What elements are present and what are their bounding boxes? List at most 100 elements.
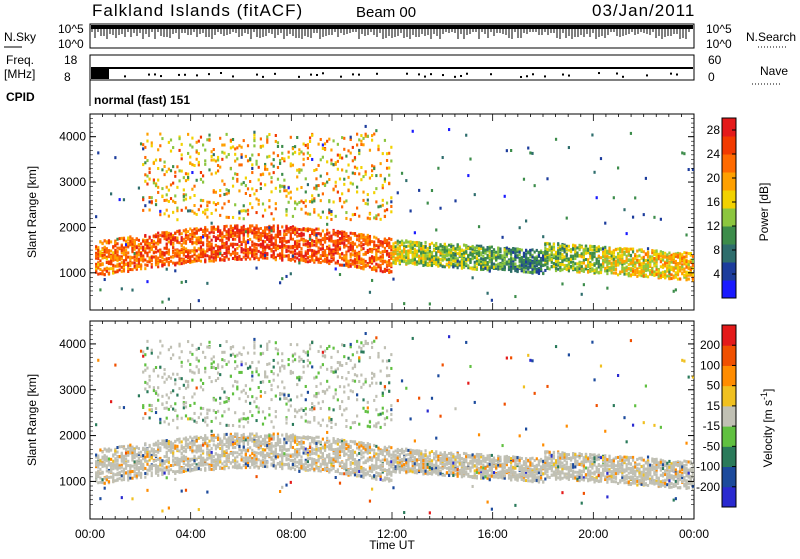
power-cell bbox=[506, 247, 508, 250]
power-cell bbox=[268, 199, 270, 202]
power-cell bbox=[228, 153, 230, 156]
power-cell bbox=[544, 251, 546, 254]
power-cell bbox=[544, 243, 546, 246]
power-cell bbox=[409, 261, 411, 264]
power-cell bbox=[339, 273, 341, 276]
power-cell bbox=[245, 184, 247, 187]
power-cell bbox=[309, 200, 311, 203]
power-cell bbox=[161, 234, 163, 237]
power-cell bbox=[555, 267, 557, 270]
power-cell bbox=[153, 256, 155, 259]
power-cell bbox=[198, 236, 200, 239]
power-cell bbox=[134, 265, 136, 268]
power-cell bbox=[645, 265, 647, 268]
power-cell bbox=[675, 288, 677, 291]
power-cell bbox=[330, 210, 332, 213]
power-cell bbox=[172, 211, 174, 214]
power-cell bbox=[546, 267, 548, 270]
power-cell bbox=[433, 257, 435, 260]
power-cell bbox=[527, 267, 529, 270]
power-cell bbox=[275, 207, 277, 210]
power-cell bbox=[414, 261, 416, 264]
power-cell bbox=[193, 185, 195, 188]
power-cell bbox=[168, 241, 170, 244]
nave-dot bbox=[598, 72, 600, 74]
power-cell bbox=[294, 151, 296, 154]
power-cell bbox=[397, 191, 399, 194]
power-cell bbox=[116, 263, 118, 266]
power-cell bbox=[255, 163, 257, 166]
power-cell bbox=[555, 263, 557, 266]
power-cell bbox=[243, 234, 245, 237]
power-cell bbox=[386, 208, 388, 211]
power-cell bbox=[504, 248, 506, 251]
power-cell bbox=[172, 251, 174, 254]
power-cell bbox=[228, 251, 230, 254]
power-cell bbox=[275, 258, 277, 261]
power-cell bbox=[255, 197, 257, 200]
power-cell bbox=[151, 141, 153, 144]
power-cell bbox=[303, 233, 305, 236]
power-cell bbox=[491, 246, 493, 249]
power-cell bbox=[388, 182, 390, 185]
power-cell bbox=[324, 148, 326, 151]
power-cell bbox=[236, 178, 238, 181]
power-cell bbox=[288, 255, 290, 258]
power-cell bbox=[540, 251, 542, 254]
power-cell bbox=[418, 246, 420, 249]
power-cell bbox=[429, 302, 431, 305]
power-cell bbox=[204, 234, 206, 237]
power-cell bbox=[638, 263, 640, 266]
power-cell bbox=[307, 212, 309, 215]
power-cell bbox=[292, 250, 294, 253]
power-cell bbox=[108, 262, 110, 265]
power-cell bbox=[315, 177, 317, 180]
power-cell bbox=[688, 260, 690, 263]
power-cell bbox=[377, 265, 379, 268]
power-cell bbox=[296, 252, 298, 255]
power-cell bbox=[146, 240, 148, 243]
power-cell bbox=[392, 261, 394, 264]
power-cell bbox=[99, 251, 101, 254]
power-cell bbox=[283, 230, 285, 233]
power-cell bbox=[390, 257, 392, 260]
power-cell bbox=[279, 184, 281, 187]
power-cell bbox=[371, 279, 373, 282]
power-cell bbox=[621, 261, 623, 264]
power-cell bbox=[422, 261, 424, 264]
power-cell bbox=[576, 262, 578, 265]
power-cell bbox=[354, 265, 356, 268]
power-cell bbox=[144, 247, 146, 250]
power-cell bbox=[615, 272, 617, 275]
power-cell bbox=[519, 226, 521, 229]
power-cell bbox=[534, 270, 536, 273]
power-cell bbox=[262, 243, 264, 246]
power-cell bbox=[99, 263, 101, 266]
power-cell bbox=[206, 204, 208, 207]
power-cell bbox=[484, 252, 486, 255]
nave-dot bbox=[616, 73, 618, 75]
power-cell bbox=[337, 168, 339, 171]
power-cell bbox=[292, 147, 294, 150]
power-cell bbox=[232, 185, 234, 188]
power-cell bbox=[431, 264, 433, 267]
power-cell bbox=[401, 260, 403, 263]
power-cell bbox=[427, 263, 429, 266]
power-cell bbox=[232, 138, 234, 141]
power-cell bbox=[608, 256, 610, 259]
power-cell bbox=[232, 245, 234, 248]
nave-dot bbox=[298, 76, 300, 78]
power-cell bbox=[303, 152, 305, 155]
power-cell bbox=[641, 257, 643, 260]
power-cell bbox=[191, 171, 193, 174]
power-cell bbox=[247, 256, 249, 259]
power-cell bbox=[255, 224, 257, 227]
power-cell bbox=[690, 254, 692, 257]
power-cell bbox=[296, 231, 298, 234]
power-cell bbox=[318, 239, 320, 242]
power-cell bbox=[260, 173, 262, 176]
power-cell bbox=[106, 258, 108, 261]
nave-dot bbox=[322, 72, 324, 74]
power-cell bbox=[191, 260, 193, 263]
power-cell bbox=[679, 277, 681, 280]
